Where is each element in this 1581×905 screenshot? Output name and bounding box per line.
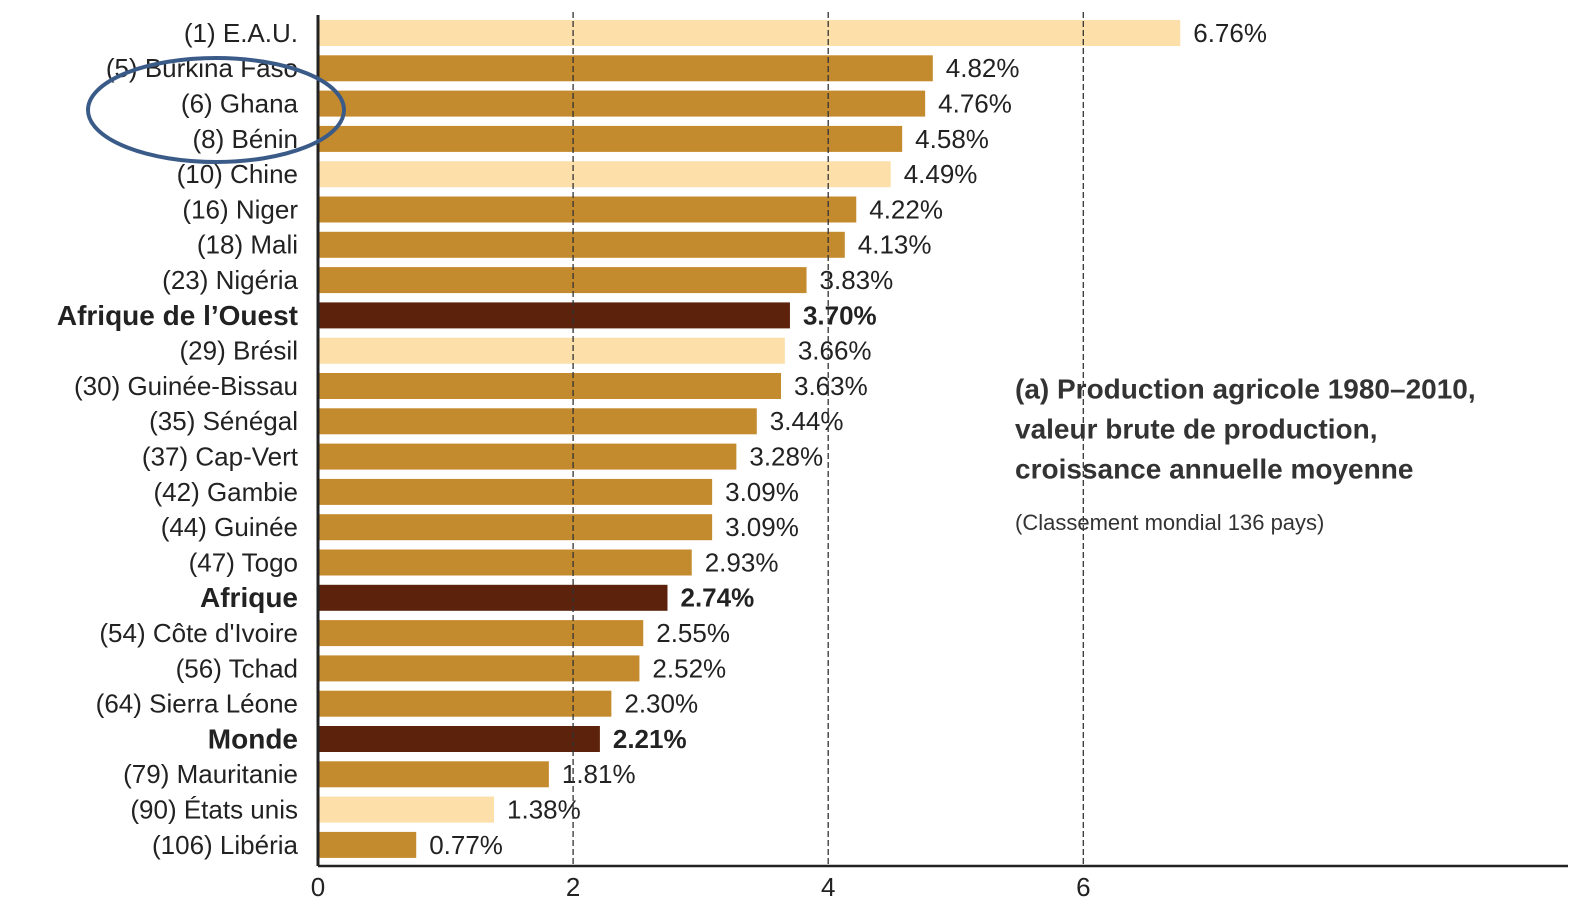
bar xyxy=(318,831,417,858)
value-label: 3.83% xyxy=(820,265,894,295)
value-label: 2.55% xyxy=(656,618,730,648)
value-label: 4.13% xyxy=(858,230,932,260)
bar xyxy=(318,443,737,470)
annotation-line: valeur brute de production, xyxy=(1015,413,1377,444)
value-label: 3.63% xyxy=(794,371,868,401)
value-label: 2.21% xyxy=(613,724,687,754)
value-label: 2.52% xyxy=(652,653,726,683)
category-label: (29) Brésil xyxy=(180,336,298,366)
value-label: 4.58% xyxy=(915,124,989,154)
value-label: 3.09% xyxy=(725,512,799,542)
bar xyxy=(318,726,600,752)
value-label: 4.82% xyxy=(946,53,1020,83)
category-label: (42) Gambie xyxy=(154,477,299,507)
category-label: (44) Guinée xyxy=(161,512,298,542)
category-label: Afrique xyxy=(200,582,298,613)
subtitle: (Classement mondial 136 pays) xyxy=(1015,510,1324,535)
category-label: (10) Chine xyxy=(177,159,298,189)
bar xyxy=(318,161,891,188)
value-label: 2.93% xyxy=(705,547,779,577)
bar xyxy=(318,302,790,329)
category-label: (106) Libéria xyxy=(152,830,299,860)
category-label: (6) Ghana xyxy=(181,88,299,118)
annotation-line: croissance annuelle moyenne xyxy=(1015,453,1413,484)
annotation-line: (a) Production agricole 1980–2010, xyxy=(1015,373,1476,404)
category-label: (23) Nigéria xyxy=(162,265,298,295)
bar xyxy=(318,408,757,435)
category-label: (8) Bénin xyxy=(193,124,299,154)
bar xyxy=(318,55,933,82)
bar xyxy=(318,231,845,258)
x-tick-label: 2 xyxy=(566,872,580,902)
bar xyxy=(318,620,644,647)
value-label: 0.77% xyxy=(429,830,503,860)
category-label: (18) Mali xyxy=(197,230,298,260)
x-tick-label: 6 xyxy=(1076,872,1090,902)
category-label: (47) Togo xyxy=(189,547,298,577)
bar xyxy=(318,125,903,152)
bar xyxy=(318,90,926,117)
value-label: 2.30% xyxy=(624,689,698,719)
bar xyxy=(318,337,785,364)
x-tick-label: 0 xyxy=(311,872,325,902)
bar xyxy=(318,584,668,611)
value-label: 3.66% xyxy=(798,336,872,366)
value-label: 4.49% xyxy=(904,159,978,189)
value-label: 2.74% xyxy=(680,583,754,613)
highlight-circle xyxy=(86,56,346,164)
bar xyxy=(318,20,1181,46)
value-label: 1.38% xyxy=(507,794,581,824)
category-label: (30) Guinée-Bissau xyxy=(74,371,298,401)
category-label: Monde xyxy=(208,723,298,754)
category-label: (37) Cap-Vert xyxy=(142,441,299,471)
bar xyxy=(318,514,713,541)
value-label: 3.09% xyxy=(725,477,799,507)
category-label: (35) Sénégal xyxy=(149,406,298,436)
value-label: 3.44% xyxy=(770,406,844,436)
bar xyxy=(318,196,857,223)
value-label: 4.22% xyxy=(869,194,943,224)
category-label: (54) Côte d'Ivoire xyxy=(99,618,298,648)
bar xyxy=(318,549,692,576)
category-label: (79) Mauritanie xyxy=(123,759,298,789)
bar xyxy=(318,761,549,788)
value-label: 3.28% xyxy=(749,441,823,471)
value-label: 4.76% xyxy=(938,88,1012,118)
bar xyxy=(318,796,495,823)
bar xyxy=(318,373,782,399)
category-label: (16) Niger xyxy=(182,194,298,224)
bar xyxy=(318,267,807,294)
bar xyxy=(318,690,612,717)
category-label: (64) Sierra Léone xyxy=(96,689,298,719)
bar xyxy=(318,478,713,505)
category-label: Afrique de l’Ouest xyxy=(57,300,298,331)
value-label: 6.76% xyxy=(1193,18,1267,48)
bar xyxy=(318,655,640,682)
category-label: (56) Tchad xyxy=(176,653,298,683)
category-label: (1) E.A.U. xyxy=(184,18,298,48)
category-label: (90) États unis xyxy=(130,794,298,824)
x-tick-label: 4 xyxy=(821,872,835,902)
value-label: 1.81% xyxy=(562,759,636,789)
value-label: 3.70% xyxy=(803,300,877,330)
